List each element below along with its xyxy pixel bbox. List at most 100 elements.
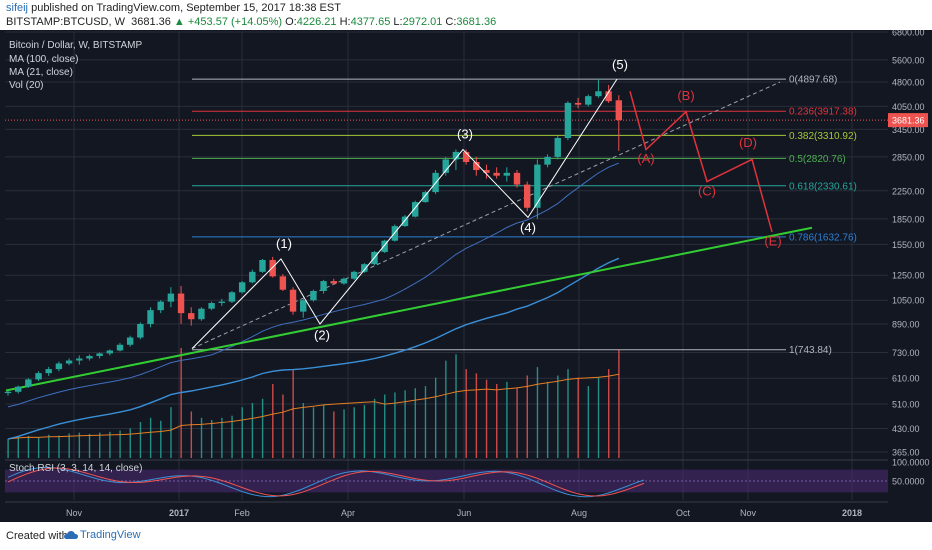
volume-bar: [190, 411, 193, 458]
volume-bar: [343, 409, 345, 458]
volume-bar: [7, 438, 9, 458]
candle-body: [55, 363, 63, 370]
close-label: C:: [445, 16, 457, 28]
impulse-wave-path: [191, 78, 618, 349]
time-tick-label: Aug: [571, 508, 587, 518]
price-tick-label: 1050.00: [892, 296, 925, 306]
ma21-line: [7, 162, 619, 408]
candle-body: [422, 192, 429, 203]
candle-body: [238, 282, 246, 293]
volume-bar: [475, 373, 478, 458]
volume-ma-line: [7, 373, 619, 440]
volume-bar: [506, 381, 508, 458]
volume-bar: [139, 422, 142, 458]
open-value: 4226.21: [296, 16, 337, 28]
candle-body: [208, 303, 215, 309]
price-tick-label: 1550.00: [892, 240, 925, 250]
corrective-wave-path: [629, 91, 773, 233]
impulse-wave-label: (4): [520, 220, 536, 235]
impulse-wave-label: (2): [314, 327, 330, 342]
chart-title: Bitcoin / Dollar, W, BITSTAMP: [9, 40, 143, 51]
close-value: 3681.36: [456, 16, 497, 28]
candle-body: [198, 308, 205, 320]
volume-bar: [567, 369, 569, 458]
volume-bar: [302, 403, 305, 458]
volume-bar: [373, 398, 376, 458]
volume-bar: [312, 407, 315, 458]
candle-body: [473, 161, 480, 171]
high-label: H:: [339, 16, 351, 28]
candle-body: [574, 102, 582, 105]
volume-bar: [27, 436, 30, 458]
candle-body: [188, 313, 195, 320]
volume-bar: [58, 435, 60, 458]
volume-bar: [526, 375, 528, 458]
ohlc-line: BITSTAMP:BTCUSD, W 3681.36 ▲ +453.57 (+1…: [6, 16, 496, 28]
candle-body: [534, 164, 541, 208]
price-chart[interactable]: 6800.00 5600.00 4800.00 4050.00 3450.00 2850.…: [0, 30, 932, 522]
volume-bar: [251, 403, 254, 458]
candle-body: [523, 184, 531, 208]
volume-bar: [455, 354, 457, 458]
price-tick-label: 6800.00: [892, 30, 925, 38]
price-tick-label: 610.00: [892, 374, 920, 384]
candle-body: [605, 91, 612, 102]
candle-body: [137, 323, 144, 338]
fib-level-label: 1(743.84): [789, 345, 832, 356]
volume-bar: [516, 388, 518, 458]
candle-body: [330, 281, 337, 284]
time-tick-label: Jun: [457, 508, 472, 518]
corrective-wave-label: (B): [677, 88, 694, 103]
candle-body: [45, 369, 52, 374]
fib-level-label: 0(4897.68): [789, 75, 837, 86]
candle-body: [167, 293, 175, 302]
candle-body: [350, 271, 358, 279]
current-price-tag: [888, 113, 928, 128]
volume-bar: [109, 431, 111, 458]
volume-bar: [363, 405, 366, 458]
open-label: O:: [285, 16, 297, 28]
candle-body: [381, 240, 388, 252]
candle-body: [503, 172, 511, 176]
candle-body: [595, 91, 602, 97]
candle-body: [269, 259, 276, 277]
symbol-line: BITSTAMP:BTCUSD, W: [6, 16, 125, 28]
candle-body: [96, 353, 103, 357]
candle-body: [615, 100, 622, 121]
volume-bar: [231, 415, 233, 458]
candle-body: [157, 301, 164, 311]
candle-body: [483, 170, 490, 173]
impulse-wave-label: (3): [457, 126, 473, 141]
indicator-legend-item: Vol (20): [9, 80, 43, 91]
fib-level-label: 0.5(2820.76): [789, 154, 846, 165]
price-tick-label: 4050.00: [892, 102, 925, 112]
volume-bar: [394, 392, 396, 458]
candle-body: [462, 151, 470, 162]
stoch-tick-label: 50.0000: [892, 477, 925, 487]
volume-bar: [68, 433, 70, 458]
tradingview-brand-link[interactable]: TradingView: [80, 529, 141, 541]
candle-body: [493, 172, 500, 176]
volume-bar: [160, 420, 162, 458]
volume-bar: [99, 432, 101, 458]
cloud-icon: [64, 531, 78, 539]
author-link[interactable]: sifeij: [6, 2, 29, 14]
candle-body: [300, 300, 307, 312]
time-tick-label: Nov: [66, 508, 83, 518]
corrective-wave-label: (E): [764, 233, 781, 248]
volume-bar: [424, 386, 427, 458]
fib-level-label: 0.786(1632.76): [789, 232, 857, 243]
support-trendline: [5, 226, 813, 392]
volume-bar: [241, 407, 243, 458]
volume-bar: [465, 369, 467, 458]
stoch-legend: Stoch RSI (3, 3, 14, 14, close): [9, 463, 142, 474]
candle-body: [106, 350, 113, 354]
publish-info: sifeij published on TradingView.com, Sep…: [6, 2, 341, 14]
candle-body: [554, 138, 561, 157]
price-tick-label: 365.00: [892, 447, 920, 457]
ma100-line: [7, 257, 620, 440]
candle-body: [177, 293, 185, 314]
created-with-text: Created with: [6, 530, 68, 542]
volume-bar: [292, 369, 294, 458]
price-tick-label: 2850.00: [892, 152, 925, 162]
